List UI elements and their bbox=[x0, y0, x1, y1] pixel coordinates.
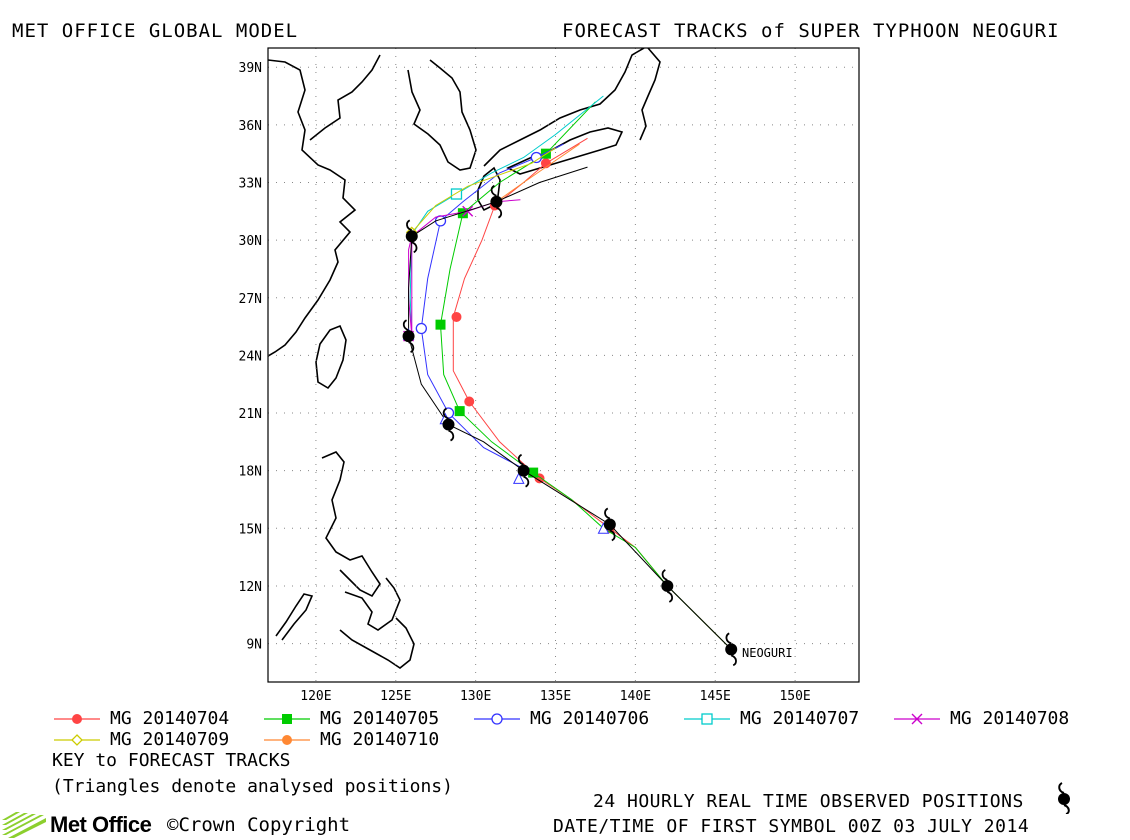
key-note: (Triangles denote analysed positions) bbox=[52, 776, 453, 797]
x-tick-label: 125E bbox=[380, 689, 411, 700]
analysed-position-triangle bbox=[512, 472, 525, 484]
legend-swatch bbox=[474, 713, 520, 725]
x-tick-label: 135E bbox=[540, 689, 571, 700]
typhoon-symbol-icon bbox=[725, 632, 738, 667]
typhoon-symbol-icon bbox=[1058, 782, 1070, 814]
y-tick-label: 21N bbox=[239, 407, 262, 422]
legend-marker bbox=[282, 714, 292, 724]
japan-honshu bbox=[483, 48, 645, 167]
met-office-wordmark: Met Office bbox=[50, 812, 152, 837]
legend-marker bbox=[911, 713, 923, 725]
y-tick-label: 24N bbox=[239, 349, 262, 364]
typhoon-symbol-icon bbox=[517, 453, 530, 488]
legend-label: MG 20140707 bbox=[740, 708, 860, 729]
key-title: KEY to FORECAST TRACKS bbox=[52, 750, 291, 771]
met-office-logo-icon bbox=[2, 812, 46, 838]
palawan bbox=[275, 593, 314, 641]
track-line-mg-20140706 bbox=[420, 143, 564, 470]
x-tick-label: 120E bbox=[300, 689, 331, 700]
observed-positions-note: 24 HOURLY REAL TIME OBSERVED POSITIONS bbox=[593, 791, 1024, 812]
track-marker bbox=[528, 467, 539, 478]
x-tick-label: 130E bbox=[460, 689, 491, 700]
track-line-mg-20140704 bbox=[452, 137, 732, 650]
x-tick-label: 140E bbox=[620, 689, 651, 700]
legend-marker bbox=[282, 735, 292, 745]
legend-label: MG 20140710 bbox=[320, 729, 440, 750]
track-line-mg-20140709 bbox=[411, 147, 556, 233]
y-tick-label: 27N bbox=[239, 292, 262, 307]
legend-label: MG 20140706 bbox=[530, 708, 650, 729]
korea-coast bbox=[407, 59, 477, 171]
track-marker bbox=[464, 396, 475, 407]
legend-label: MG 20140708 bbox=[950, 708, 1070, 729]
track-marker bbox=[435, 319, 446, 330]
track-marker bbox=[450, 188, 463, 200]
x-tick-labels: 120E 125E 130E 135E 140E 145E 150E bbox=[300, 689, 811, 700]
legend-marker bbox=[701, 713, 713, 725]
legend-swatch bbox=[264, 735, 310, 745]
observed-track bbox=[402, 184, 738, 667]
legend-marker bbox=[491, 713, 503, 725]
crown-copyright: ©Crown Copyright bbox=[167, 814, 350, 836]
legend-swatch bbox=[54, 734, 100, 746]
lat-lon-grid bbox=[268, 48, 859, 682]
track-marker bbox=[454, 406, 465, 417]
track-marker bbox=[415, 322, 427, 335]
mindanao bbox=[339, 617, 415, 669]
model-title: MET OFFICE GLOBAL MODEL bbox=[12, 20, 299, 42]
y-tick-label: 36N bbox=[239, 119, 262, 134]
typhoon-symbol-icon bbox=[442, 407, 455, 442]
track-marker bbox=[457, 208, 468, 219]
legend-swatch bbox=[684, 713, 730, 725]
y-tick-label: 30N bbox=[239, 234, 262, 249]
track-marker bbox=[451, 311, 462, 322]
y-tick-label: 33N bbox=[239, 176, 262, 191]
copyright-text: Crown Copyright bbox=[178, 814, 351, 836]
typhoon-symbol-icon bbox=[490, 184, 503, 219]
track-line-mg-20140708 bbox=[408, 199, 521, 337]
x-tick-label: 150E bbox=[779, 689, 810, 700]
storm-name-label: NEOGURI bbox=[742, 646, 793, 660]
track-line-mg-20140710 bbox=[496, 143, 580, 203]
y-tick-label: 15N bbox=[239, 522, 262, 537]
typhoon-symbol-icon bbox=[661, 569, 674, 603]
legend-marker bbox=[71, 734, 83, 746]
taiwan bbox=[315, 324, 347, 390]
y-tick-label: 9N bbox=[246, 638, 262, 653]
typhoon-symbol-icon bbox=[402, 319, 415, 353]
legend-marker bbox=[72, 714, 82, 724]
track-line-analysis bbox=[408, 166, 732, 650]
y-tick-label: 39N bbox=[239, 61, 262, 76]
y-tick-labels: 9N 12N 15N 18N 21N 24N 27N 30N 33N 36N 39N bbox=[239, 61, 262, 652]
coastline bbox=[268, 48, 661, 669]
chart-title: FORECAST TRACKS of SUPER TYPHOON NEOGURI bbox=[562, 20, 1060, 42]
legend-swatch bbox=[54, 714, 100, 724]
luzon bbox=[321, 451, 381, 598]
met-office-logo: Met Office ©Crown Copyright bbox=[2, 812, 382, 838]
legend-label: MG 20140705 bbox=[320, 708, 440, 729]
legend-swatch bbox=[264, 714, 310, 724]
legend-label: MG 20140704 bbox=[110, 708, 230, 729]
track-line-mg-20140705 bbox=[439, 101, 732, 650]
plot-frame bbox=[267, 47, 860, 683]
china-coast bbox=[268, 59, 357, 357]
copyright-symbol: © bbox=[167, 814, 179, 836]
y-tick-label: 12N bbox=[239, 580, 262, 595]
track-map: 120E 125E 130E 135E 140E 145E 150E 9N 12N 15N 18N… bbox=[239, 47, 860, 700]
y-tick-label: 18N bbox=[239, 465, 262, 480]
hokkaido bbox=[639, 48, 661, 141]
forecast-tracks bbox=[402, 95, 732, 650]
typhoon-symbol-icon bbox=[405, 219, 418, 254]
legend-swatch bbox=[894, 713, 940, 725]
typhoon-symbol-icon bbox=[603, 507, 616, 542]
first-symbol-datetime: DATE/TIME OF FIRST SYMBOL 00Z 03 JULY 20… bbox=[553, 816, 1030, 837]
shandong-coast bbox=[309, 54, 381, 141]
legend-label: MG 20140709 bbox=[110, 729, 230, 750]
x-tick-label: 145E bbox=[700, 689, 731, 700]
